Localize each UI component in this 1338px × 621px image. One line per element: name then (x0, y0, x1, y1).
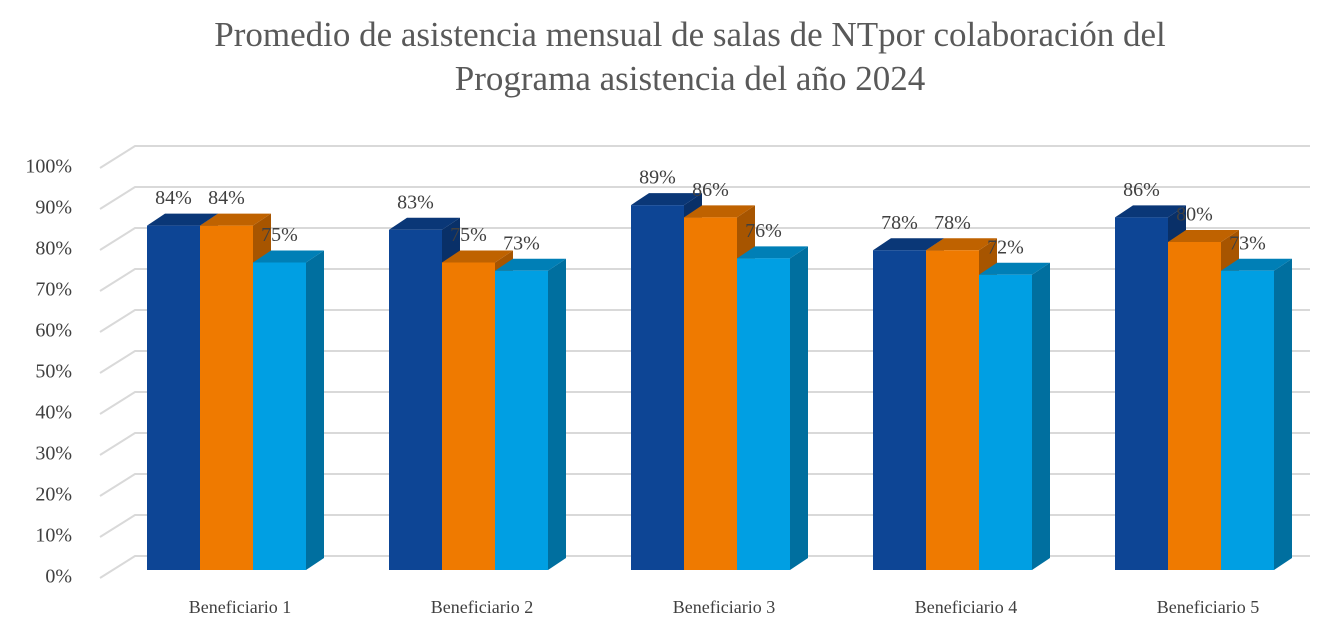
bar-front (495, 270, 548, 570)
data-label: 83% (397, 191, 434, 213)
bar (1221, 258, 1292, 570)
bar-top (495, 258, 566, 271)
bar-top (253, 250, 324, 263)
x-tick-label: Beneficiario 1 (189, 597, 291, 617)
bar-front (253, 262, 306, 570)
bar-front (737, 258, 790, 570)
data-label: 89% (639, 167, 676, 189)
data-label: 73% (1229, 232, 1266, 254)
y-tick-label: 80% (35, 238, 72, 260)
grid-line (99, 186, 1310, 210)
data-label: 72% (987, 236, 1024, 258)
x-tick-label: Beneficiario 3 (673, 597, 775, 617)
bar-top (147, 213, 218, 226)
data-label: 84% (208, 187, 245, 209)
data-label: 78% (934, 212, 971, 234)
bar-top (684, 205, 755, 218)
bar-top (1221, 258, 1292, 271)
bar-top (200, 213, 271, 226)
data-label: 86% (1123, 179, 1160, 201)
y-tick-label: 30% (35, 443, 72, 465)
bar-top (926, 238, 997, 251)
y-tick-label: 70% (35, 279, 72, 301)
bar-front (1221, 270, 1274, 570)
data-label: 80% (1176, 204, 1213, 226)
data-label: 78% (881, 212, 918, 234)
bar-front (200, 225, 253, 570)
y-tick-label: 100% (25, 156, 72, 178)
y-tick-label: 0% (45, 566, 72, 588)
bar-top (389, 217, 460, 230)
bar-top (979, 262, 1050, 275)
data-label: 75% (450, 224, 487, 246)
bar-top (737, 246, 808, 259)
data-label: 76% (745, 220, 782, 242)
bar-top (873, 238, 944, 251)
bar-front (873, 250, 926, 570)
x-tick-label: Beneficiario 4 (915, 597, 1017, 617)
y-tick-label: 60% (35, 320, 72, 342)
bar-front (442, 262, 495, 570)
grid-line (99, 145, 1310, 169)
data-label: 73% (503, 232, 540, 254)
bar-front (979, 274, 1032, 570)
y-tick-label: 10% (35, 525, 72, 547)
bar-side (1032, 262, 1050, 570)
chart-title: Programa asistencia del año 2024 (455, 59, 925, 98)
bar-front (631, 205, 684, 570)
grid-line (99, 227, 1310, 251)
bar-top (1115, 205, 1186, 218)
data-label: 75% (261, 224, 298, 246)
bar-side (548, 258, 566, 570)
bar (979, 262, 1050, 570)
bar-top (1168, 230, 1239, 242)
bar-front (684, 217, 737, 570)
bar-front (389, 229, 442, 570)
data-label: 86% (692, 179, 729, 201)
y-tick-label: 20% (35, 484, 72, 506)
bar-front (926, 250, 979, 570)
bar (253, 250, 324, 570)
data-label: 84% (155, 187, 192, 209)
bar-top (442, 250, 513, 263)
bar-front (147, 225, 200, 570)
chart-title: Promedio de asistencia mensual de salas … (214, 15, 1166, 54)
y-tick-label: 50% (35, 361, 72, 383)
bar-front (1115, 217, 1168, 570)
y-tick-label: 90% (35, 197, 72, 219)
bar-top (631, 193, 702, 206)
x-tick-label: Beneficiario 5 (1157, 597, 1259, 617)
bar-side (1274, 258, 1292, 570)
bar-front (1168, 242, 1221, 570)
bar-side (790, 246, 808, 570)
y-tick-label: 40% (35, 402, 72, 424)
bar (495, 258, 566, 570)
bar-side (306, 250, 324, 570)
bar (737, 246, 808, 570)
x-tick-label: Beneficiario 2 (431, 597, 533, 617)
